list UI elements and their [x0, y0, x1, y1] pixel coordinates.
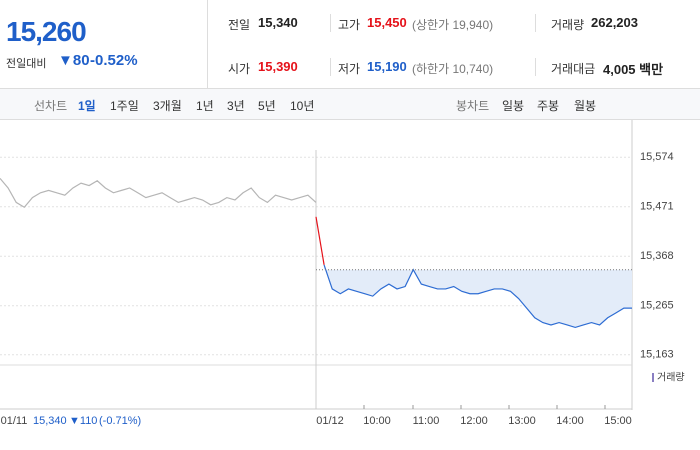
change-label: 전일대비 — [6, 58, 47, 70]
x-tick-label: 13:00 — [508, 415, 536, 427]
tab[interactable]: 1일 — [78, 99, 96, 113]
x-tick-label: 01/12 — [316, 415, 344, 427]
quote-label: 고가 — [338, 18, 361, 32]
current-price: 15,260 — [6, 16, 87, 47]
tab[interactable]: 월봉 — [574, 99, 597, 113]
tab-label: 선차트 — [34, 99, 68, 113]
tab[interactable]: 주봉 — [537, 99, 560, 113]
tab[interactable]: 3년 — [227, 99, 245, 113]
quote-value: 15,340 — [258, 15, 298, 30]
footer-close: 15,340 — [33, 415, 67, 427]
change: ▼80 — [58, 52, 90, 69]
tab[interactable]: 일봉 — [502, 99, 525, 113]
quote-value: 15,390 — [258, 59, 298, 74]
quote-label: 거래대금 — [551, 62, 596, 76]
quote-label: 저가 — [338, 62, 361, 76]
footer-rate: (-0.71%) — [99, 415, 141, 427]
quote-note: (하한가 10,740) — [412, 62, 494, 76]
quote-value: 4,005 백만 — [603, 62, 664, 77]
y-tick-label: 15,265 — [640, 300, 674, 312]
y-tick-label: 15,471 — [640, 201, 674, 213]
x-tick-label: 10:00 — [363, 415, 391, 427]
divider — [535, 58, 536, 76]
quote-label: 전일 — [228, 18, 251, 32]
tab-label: 봉차트 — [456, 99, 490, 113]
tab[interactable]: 1년 — [196, 99, 214, 113]
tab[interactable]: 1주일 — [110, 99, 139, 113]
divider — [535, 14, 536, 32]
tab[interactable]: 10년 — [290, 99, 315, 113]
x-tick-label: 14:00 — [556, 415, 584, 427]
divider — [207, 0, 208, 88]
summary-panel — [0, 0, 700, 89]
change-rate: -0.52% — [90, 52, 138, 69]
x-tick-label: 15:00 — [604, 415, 632, 427]
footer-change: ▼110 — [69, 415, 97, 427]
quote-value: 15,450 — [367, 15, 407, 30]
tab[interactable]: 5년 — [258, 99, 276, 113]
x-tick-label: 11:00 — [413, 415, 440, 427]
quote-label: 거래량 — [551, 18, 585, 32]
price-chart: 15,574 15,471 15,368 15,265 15,163 거래량 01/11 01… — [0, 120, 685, 427]
price-line — [0, 177, 317, 208]
tab-bar — [0, 89, 700, 120]
x-tick-label: 12:00 — [460, 415, 488, 427]
volume-legend-swatch — [652, 373, 654, 382]
quote-label: 시가 — [228, 62, 251, 76]
y-tick-label: 15,368 — [640, 250, 674, 262]
y-tick-label: 15,574 — [640, 151, 674, 163]
y-tick-label: 15,163 — [640, 349, 674, 361]
divider — [330, 14, 331, 32]
price-line — [323, 264, 632, 329]
volume-legend: 거래량 — [657, 372, 685, 384]
area — [324, 264, 632, 328]
quote-value: 15,190 — [367, 59, 407, 74]
quote-value: 262,203 — [591, 15, 638, 30]
divider — [330, 58, 331, 76]
tab[interactable]: 3개월 — [153, 99, 182, 113]
x-tick-label: 01/11 — [1, 415, 28, 427]
price-line — [315, 216, 325, 265]
quote-note: (상한가 19,940) — [412, 18, 494, 32]
